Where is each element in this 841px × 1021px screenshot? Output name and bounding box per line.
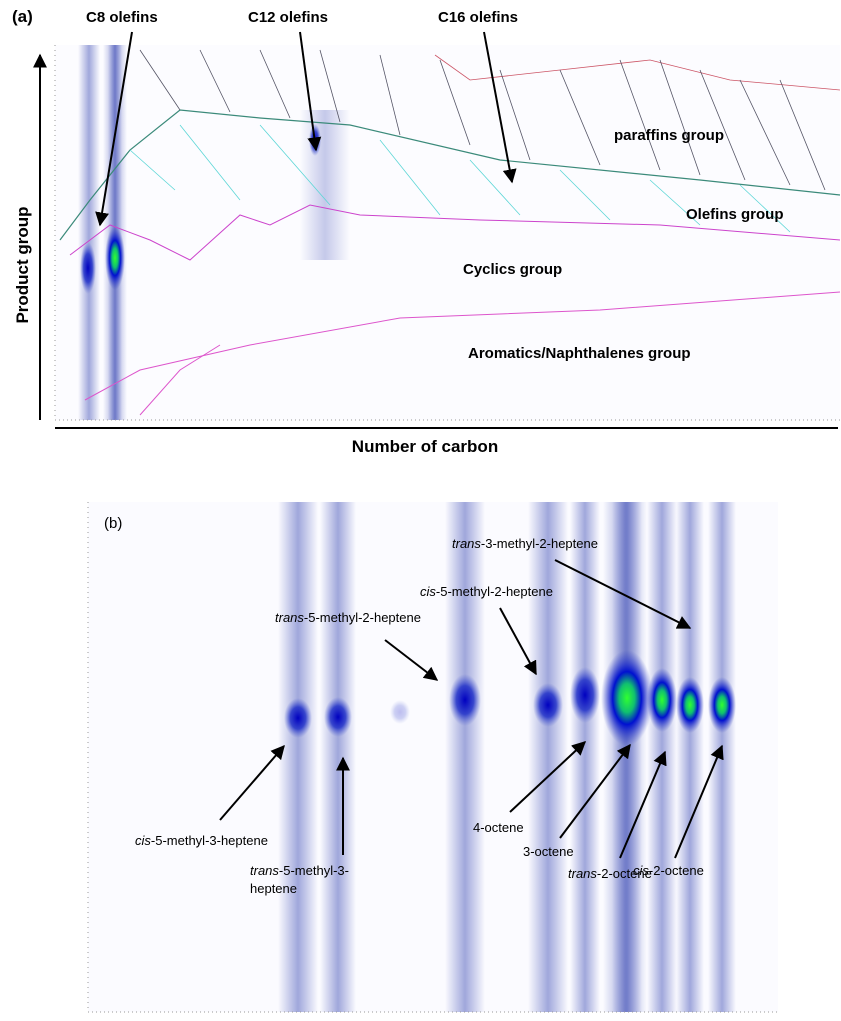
hatch [129, 124, 791, 233]
arrow [299, 31, 322, 152]
peak [676, 677, 704, 733]
peak-label: C16 olefins [438, 9, 518, 26]
peak [570, 667, 600, 723]
arrow [95, 31, 133, 227]
panel-label: (a) [12, 7, 33, 26]
y-axis-label: Product group [13, 206, 32, 323]
peak [647, 668, 677, 732]
peak [324, 697, 352, 737]
arrow [483, 31, 517, 184]
compound-label: 4-octene [473, 820, 524, 835]
arrow [619, 750, 667, 859]
x-axis-label: Number of carbon [352, 437, 498, 456]
compound-prefix: 4-octene [473, 820, 524, 835]
compound-prefix: trans [250, 863, 279, 878]
arrow [674, 744, 724, 859]
arrow [509, 741, 587, 813]
streak [278, 502, 318, 1012]
compound-label: trans-2-octene [568, 866, 652, 881]
compound-prefix: trans [275, 610, 304, 625]
group-label: paraffins group [614, 127, 724, 144]
peak [533, 683, 563, 727]
compound-prefix: trans [568, 866, 597, 881]
streak [676, 502, 704, 1012]
boundary [84, 291, 841, 401]
peak [601, 650, 653, 746]
peak [105, 226, 125, 290]
compound-label: trans-3-methyl-2-heptene [452, 536, 598, 551]
hatch [139, 49, 826, 191]
peak [449, 674, 481, 726]
arrow [384, 639, 439, 681]
compound-label: cis-2-octene [633, 863, 704, 878]
peak [284, 698, 312, 738]
boundary [139, 344, 221, 416]
streak [300, 110, 350, 260]
arrow [554, 559, 692, 629]
compound-name: -2-octene [649, 863, 704, 878]
panel-b: (b) cis-5-methyl-3-heptenetrans-5-methyl… [87, 502, 778, 1013]
streak [445, 502, 485, 1012]
compound-name: -5-methyl-3- [279, 863, 349, 878]
peak-label: C8 olefins [86, 9, 158, 26]
streak [570, 502, 600, 1012]
streak [528, 502, 568, 1012]
boundary [59, 109, 841, 241]
arrow [499, 607, 537, 676]
compound-prefix: trans [452, 536, 481, 551]
compound-prefix: cis [135, 833, 151, 848]
compound-prefix: cis [633, 863, 649, 878]
compound-label: trans-5-methyl-2-heptene [275, 610, 421, 625]
streak [320, 502, 356, 1012]
compound-label: cis-5-methyl-3-heptene [135, 833, 268, 848]
peak-label: C12 olefins [248, 9, 328, 26]
streak [612, 502, 642, 1012]
group-label: Olefins group [686, 206, 784, 223]
boundary [434, 54, 841, 91]
streak [708, 502, 736, 1012]
panel-label: (b) [104, 515, 122, 532]
arrow [559, 743, 631, 839]
compound-prefix: cis [420, 584, 436, 599]
plot-area [55, 45, 840, 420]
peak [80, 242, 96, 294]
streak [78, 45, 100, 420]
compound-name: -5-methyl-3-heptene [151, 833, 268, 848]
peak [390, 700, 410, 724]
arrow [219, 744, 285, 821]
compound-label: cis-5-methyl-2-heptene [420, 584, 553, 599]
compound-label: trans-5-methyl-3- [250, 863, 349, 878]
peak [708, 677, 736, 733]
compound-name: -5-methyl-2-heptene [304, 610, 421, 625]
panel-a: (a) C8 olefins C12 olefins C16 olefins p… [12, 7, 841, 456]
compound-name: -5-methyl-2-heptene [436, 584, 553, 599]
compound-name: -3-methyl-2-heptene [481, 536, 598, 551]
compound-label-line2: heptene [250, 881, 297, 896]
boundary [69, 204, 841, 261]
group-label: Aromatics/Naphthalenes group [468, 345, 691, 362]
compound-prefix: 3-octene [523, 844, 574, 859]
compound-label: 3-octene [523, 844, 574, 859]
group-label: Cyclics group [463, 261, 562, 278]
compound-name: -2-octene [597, 866, 652, 881]
